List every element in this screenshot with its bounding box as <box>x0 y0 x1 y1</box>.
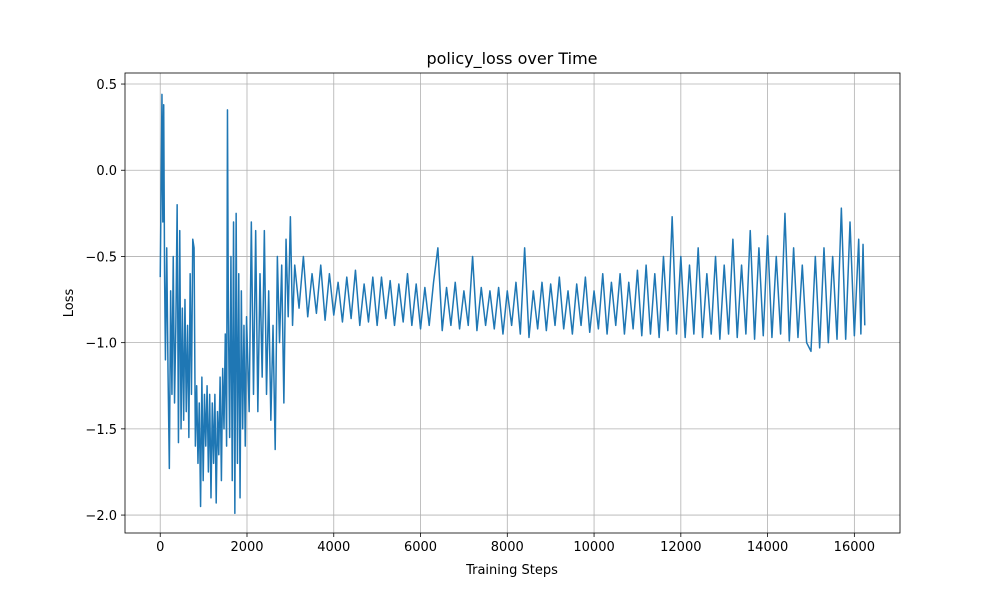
x-tick-label: 14000 <box>747 540 788 555</box>
y-tick-label: 0.0 <box>96 164 117 179</box>
x-tick-label: 16000 <box>834 540 875 555</box>
y-tick-label: −1.0 <box>85 337 117 352</box>
x-tick-label: 2000 <box>230 540 263 555</box>
x-tick-label: 8000 <box>491 540 524 555</box>
x-axis-label: Training Steps <box>465 563 558 578</box>
x-tick-label: 12000 <box>660 540 701 555</box>
y-tick-label: −0.5 <box>85 250 117 265</box>
x-tick-label: 6000 <box>404 540 437 555</box>
x-tick-label: 4000 <box>317 540 350 555</box>
y-tick-label: −1.5 <box>85 423 117 438</box>
y-tick-label: −2.0 <box>85 509 117 524</box>
x-tick-label: 0 <box>156 540 164 555</box>
y-axis-label: Loss <box>62 289 77 318</box>
x-tick-label: 10000 <box>573 540 614 555</box>
chart-title: policy_loss over Time <box>426 49 597 69</box>
data-line <box>159 93 866 515</box>
y-tick-label: 0.5 <box>96 78 117 93</box>
plot-frame <box>124 72 901 534</box>
